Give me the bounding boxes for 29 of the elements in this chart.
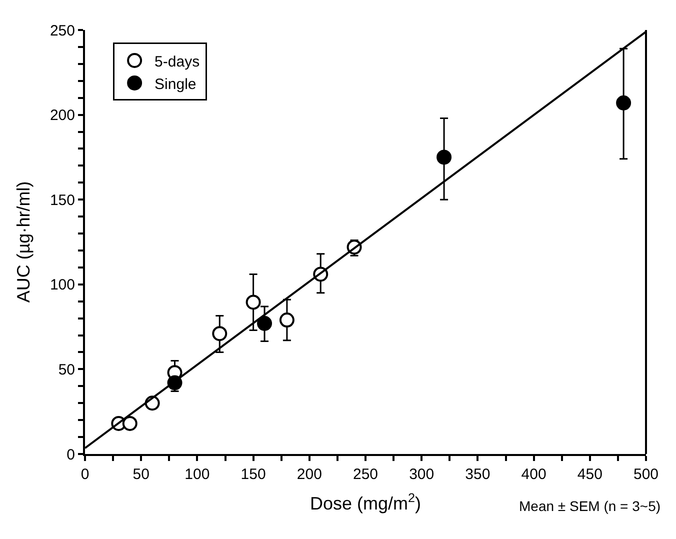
point xyxy=(246,294,261,310)
y-tick-label: 250 xyxy=(50,22,75,40)
point xyxy=(436,150,452,165)
point xyxy=(257,316,272,331)
y-axis-title: AUC (µg·hr/ml) xyxy=(14,181,34,303)
x-tick-label: 100 xyxy=(184,466,210,483)
point xyxy=(616,95,632,110)
y-tick-label: 100 xyxy=(50,276,75,294)
x-tick-label: 50 xyxy=(132,466,150,483)
x-tick-label: 250 xyxy=(352,466,378,483)
y-tick-label: 0 xyxy=(66,446,75,464)
point xyxy=(212,326,228,342)
y-tick-label: 50 xyxy=(58,361,75,378)
x-tick-label: 500 xyxy=(633,466,659,483)
x-tick-label: 400 xyxy=(521,466,546,483)
x-tick-label: 300 xyxy=(409,466,434,483)
x-tick-label: 200 xyxy=(296,466,322,483)
x-tick-label: 0 xyxy=(80,466,90,483)
x-tick-label: 150 xyxy=(240,466,266,483)
text: Mean ± SEM (n = 3~5) xyxy=(519,498,661,514)
x-tick-label: 450 xyxy=(577,466,602,483)
legend-label: 5-days xyxy=(154,53,200,70)
point xyxy=(279,312,294,328)
y-tick-label: 150 xyxy=(50,192,75,209)
x-tick-label: 350 xyxy=(465,466,490,483)
point xyxy=(122,416,138,431)
y-tick-label: 200 xyxy=(50,107,75,124)
x-axis-title: Dose (mg/m$^{2}$) xyxy=(310,491,422,514)
legend-label: Single xyxy=(154,76,196,93)
